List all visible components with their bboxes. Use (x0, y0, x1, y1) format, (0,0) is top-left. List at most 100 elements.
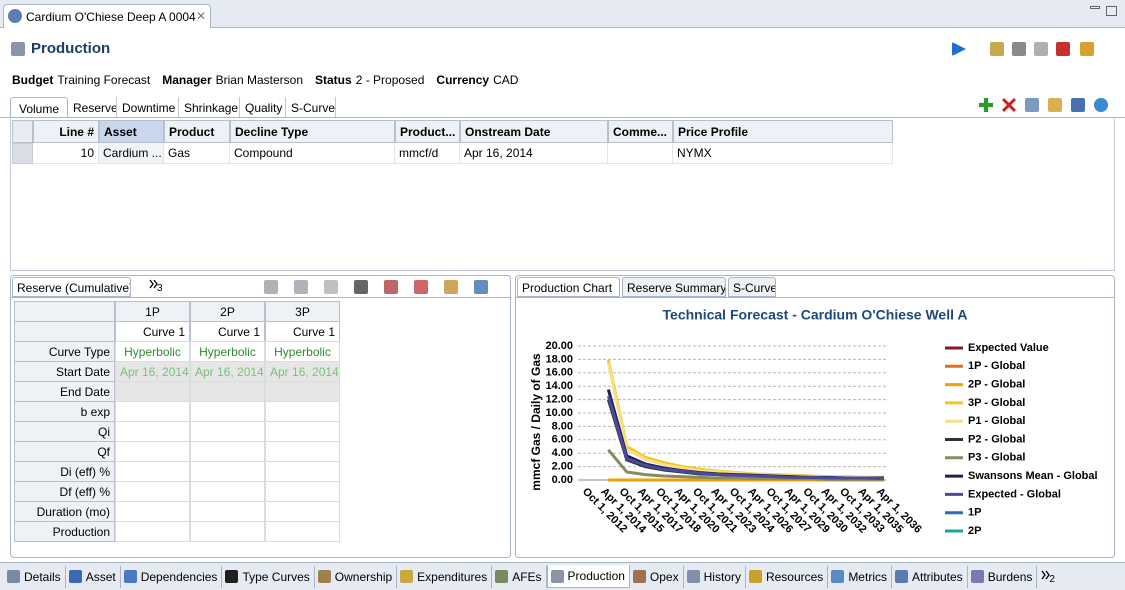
tool-button[interactable] (414, 280, 428, 294)
grid-column-header[interactable]: 3P (265, 301, 340, 322)
tool-button[interactable] (1071, 98, 1085, 112)
table-cell[interactable]: Apr 16, 2014 (460, 143, 608, 164)
column-header[interactable]: Line # (33, 120, 99, 143)
grid-row-label[interactable]: Duration (mo) (14, 501, 115, 522)
bottom-tab[interactable]: History (684, 565, 746, 588)
delete-button[interactable] (1002, 98, 1016, 112)
table-cell[interactable]: 10 (33, 143, 99, 164)
column-header[interactable]: Price Profile (673, 120, 893, 143)
tab-icon (317, 570, 331, 583)
bottom-tab[interactable]: Opex (630, 565, 684, 588)
bottom-tab[interactable]: Attributes (892, 565, 968, 588)
maximize-button[interactable] (1106, 6, 1117, 16)
tool-button[interactable] (354, 280, 368, 294)
grid-cell[interactable]: Hyperbolic (115, 341, 190, 362)
bottom-tab[interactable]: Expenditures (397, 565, 493, 588)
chart-tab[interactable]: Reserve Summary (622, 277, 726, 297)
tool-button[interactable] (324, 280, 338, 294)
chart-title: Technical Forecast - Cardium O'Chiese We… (663, 307, 968, 323)
table-cell[interactable]: Compound (230, 143, 395, 164)
overflow-count[interactable]: 3 (157, 283, 163, 294)
grid-cell[interactable]: Hyperbolic (190, 341, 265, 362)
bottom-tab[interactable]: Type Curves (222, 565, 315, 588)
table-cell[interactable] (608, 143, 673, 164)
volume-tab[interactable]: Downtime (119, 97, 179, 117)
column-header[interactable]: Product... (395, 120, 460, 143)
volume-tab[interactable]: Reserve (70, 97, 117, 117)
grid-cell (265, 481, 340, 502)
overflow-chevron[interactable] (149, 279, 159, 289)
table-cell[interactable]: NYMX (673, 143, 893, 164)
column-header[interactable]: Product (164, 120, 230, 143)
tool-button[interactable] (384, 280, 398, 294)
grid-curve-header[interactable]: Curve 1 (265, 321, 340, 342)
tool-button[interactable] (264, 280, 278, 294)
tool-button[interactable] (1012, 42, 1026, 56)
table-cell[interactable]: mmcf/d (395, 143, 460, 164)
row-header-corner (12, 120, 33, 143)
y-tick-label: 16.00 (545, 367, 573, 379)
grid-row-label[interactable]: Start Date (14, 361, 115, 382)
grid-curve-header[interactable]: Curve 1 (115, 321, 190, 342)
grid-cell[interactable]: Apr 16, 2014 (115, 361, 190, 382)
editor-tab[interactable]: Cardium O'Chiese Deep A 0004 ✕ (3, 4, 211, 28)
grid-row-label[interactable]: b exp (14, 401, 115, 422)
tool-button[interactable] (444, 280, 458, 294)
grid-cell[interactable]: Apr 16, 2014 (265, 361, 340, 382)
bottom-tab[interactable]: Asset (66, 565, 121, 588)
volume-tab[interactable]: Shrinkage (181, 97, 240, 117)
bottom-tab[interactable]: Production (546, 565, 630, 588)
chart-tab[interactable]: Production Chart (517, 277, 620, 297)
summary-value: Brian Masterson (215, 73, 303, 87)
bottom-tab[interactable]: Burdens (968, 565, 1038, 588)
table-cell[interactable]: Cardium ... (99, 143, 164, 164)
summary-value: CAD (493, 73, 519, 87)
grid-row-label[interactable]: Curve Type (14, 341, 115, 362)
grid-cell[interactable]: Hyperbolic (265, 341, 340, 362)
bottom-overflow[interactable]: 2 (1037, 566, 1061, 588)
bottom-tab[interactable]: AFEs (492, 565, 547, 588)
column-header[interactable]: Onstream Date (460, 120, 608, 143)
grid-row-label[interactable]: Di (eff) % (14, 461, 115, 482)
bottom-tab[interactable]: Dependencies (121, 565, 223, 588)
bottom-tab[interactable]: Details (4, 565, 66, 588)
panel-tab[interactable]: Reserve (Cumulative) (12, 277, 131, 297)
tool-button[interactable] (1080, 42, 1094, 56)
column-header[interactable]: Comme... (608, 120, 673, 143)
run-button[interactable] (952, 42, 966, 56)
grid-row-label[interactable]: End Date (14, 381, 115, 402)
overflow-count[interactable]: 2 (1049, 573, 1055, 585)
bottom-tab[interactable]: Ownership (315, 565, 398, 588)
grid-column-header[interactable]: 1P (115, 301, 190, 322)
grid-row-label[interactable]: Qf (14, 441, 115, 462)
volume-tab[interactable]: S-Curve (288, 97, 336, 117)
overflow-chevron[interactable] (1041, 570, 1051, 580)
tool-button[interactable] (990, 42, 1004, 56)
close-icon[interactable]: ✕ (196, 9, 207, 23)
tab-icon (748, 570, 762, 583)
minimize-button[interactable] (1090, 6, 1100, 9)
refresh-button[interactable] (1094, 98, 1108, 112)
grid-row-label[interactable]: Production (14, 521, 115, 542)
tool-button[interactable] (1025, 98, 1039, 112)
bottom-tab[interactable]: Resources (746, 565, 829, 588)
grid-column-header[interactable]: 2P (190, 301, 265, 322)
volume-tab[interactable]: Quality (242, 97, 286, 117)
add-button[interactable] (979, 98, 993, 112)
tool-button[interactable] (1048, 98, 1062, 112)
grid-row-label[interactable]: Df (eff) % (14, 481, 115, 502)
tool-button[interactable] (294, 280, 308, 294)
grid-cell (190, 461, 265, 482)
column-header[interactable]: Asset (99, 120, 164, 143)
bottom-tab[interactable]: Metrics (828, 565, 892, 588)
chart-tab[interactable]: S-Curve (728, 277, 776, 297)
grid-cell[interactable]: Apr 16, 2014 (190, 361, 265, 382)
table-cell[interactable]: Gas (164, 143, 230, 164)
tool-button[interactable] (474, 280, 488, 294)
tool-button[interactable] (1056, 42, 1070, 56)
column-header[interactable]: Decline Type (230, 120, 395, 143)
volume-tab[interactable]: Volume (10, 97, 68, 117)
grid-row-label[interactable]: Qi (14, 421, 115, 442)
grid-curve-header[interactable]: Curve 1 (190, 321, 265, 342)
tool-button[interactable] (1034, 42, 1048, 56)
